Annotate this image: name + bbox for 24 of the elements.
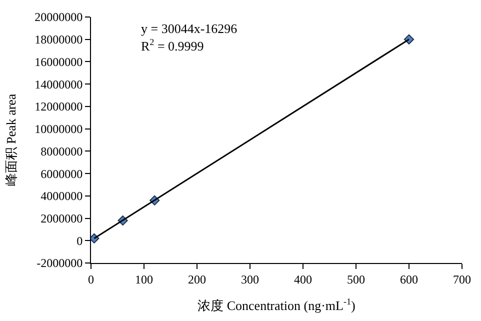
y-tick-label: 14000000 xyxy=(34,77,83,92)
y-tick-label: 18000000 xyxy=(34,32,83,47)
y-tick-label: 20000000 xyxy=(34,10,83,24)
y-tick-label: 12000000 xyxy=(34,100,83,114)
y-axis-title: 峰面积 Peak area xyxy=(4,94,19,186)
x-tick-label: 400 xyxy=(294,272,312,286)
x-tick-label: 200 xyxy=(188,272,206,286)
x-tick-label: 300 xyxy=(241,272,259,286)
x-tick-label: 100 xyxy=(135,272,153,286)
y-tick-label: 10000000 xyxy=(34,122,83,136)
x-axis-title: 浓度 Concentration (ng·mL$^{-1}$) xyxy=(198,296,356,313)
y-tick-label: -2000000 xyxy=(36,256,83,270)
y-tick-label: 16000000 xyxy=(34,54,83,69)
x-tick-label: 0 xyxy=(88,272,94,286)
y-tick-label: 2000000 xyxy=(40,211,83,226)
x-tick-label: 500 xyxy=(347,272,365,286)
y-tick-label: 4000000 xyxy=(40,189,83,204)
annotation: R$^{2}$ = 0.9999 xyxy=(141,37,204,54)
annotation: y = 30044x-16296 xyxy=(141,21,238,36)
y-tick-label: 6000000 xyxy=(40,166,83,181)
x-tick-label: 700 xyxy=(453,272,471,286)
x-tick-label: 600 xyxy=(400,272,418,286)
y-tick-label: 8000000 xyxy=(40,144,83,158)
y-tick-label: 0 xyxy=(76,234,83,248)
